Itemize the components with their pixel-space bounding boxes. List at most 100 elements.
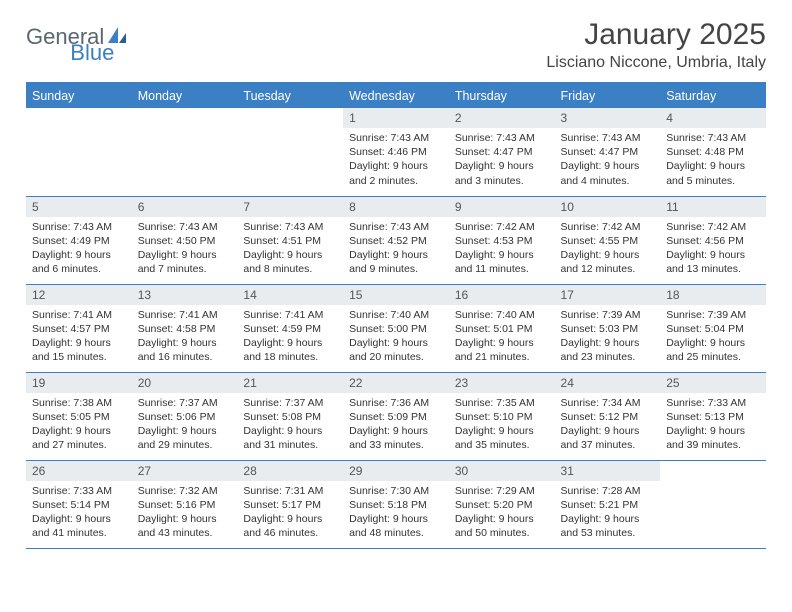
calendar-day-cell: 5Sunrise: 7:43 AMSunset: 4:49 PMDaylight… — [26, 196, 132, 284]
calendar-day-cell: 2Sunrise: 7:43 AMSunset: 4:47 PMDaylight… — [449, 108, 555, 196]
day-number: 23 — [449, 373, 555, 393]
day-number: 28 — [237, 461, 343, 481]
calendar-day-cell — [660, 460, 766, 548]
day-number — [660, 461, 766, 467]
day-data: Sunrise: 7:33 AMSunset: 5:13 PMDaylight:… — [660, 393, 766, 458]
day-number: 7 — [237, 197, 343, 217]
calendar-day-cell: 31Sunrise: 7:28 AMSunset: 5:21 PMDayligh… — [555, 460, 661, 548]
location: Lisciano Niccone, Umbria, Italy — [546, 54, 766, 72]
calendar-day-cell: 9Sunrise: 7:42 AMSunset: 4:53 PMDaylight… — [449, 196, 555, 284]
calendar-week-row: 5Sunrise: 7:43 AMSunset: 4:49 PMDaylight… — [26, 196, 766, 284]
day-number: 18 — [660, 285, 766, 305]
day-data: Sunrise: 7:36 AMSunset: 5:09 PMDaylight:… — [343, 393, 449, 458]
calendar-day-cell: 15Sunrise: 7:40 AMSunset: 5:00 PMDayligh… — [343, 284, 449, 372]
day-data: Sunrise: 7:39 AMSunset: 5:04 PMDaylight:… — [660, 305, 766, 370]
calendar-day-cell — [237, 108, 343, 196]
day-of-week-header: Friday — [555, 83, 661, 108]
calendar-day-cell: 30Sunrise: 7:29 AMSunset: 5:20 PMDayligh… — [449, 460, 555, 548]
day-number: 31 — [555, 461, 661, 481]
day-data: Sunrise: 7:43 AMSunset: 4:46 PMDaylight:… — [343, 128, 449, 193]
day-number: 19 — [26, 373, 132, 393]
calendar-day-cell: 1Sunrise: 7:43 AMSunset: 4:46 PMDaylight… — [343, 108, 449, 196]
day-of-week-header: Saturday — [660, 83, 766, 108]
calendar-day-cell: 11Sunrise: 7:42 AMSunset: 4:56 PMDayligh… — [660, 196, 766, 284]
day-data: Sunrise: 7:29 AMSunset: 5:20 PMDaylight:… — [449, 481, 555, 546]
day-number: 20 — [132, 373, 238, 393]
day-number: 6 — [132, 197, 238, 217]
day-of-week-header: Thursday — [449, 83, 555, 108]
logo: General Blue — [26, 18, 152, 50]
calendar-day-cell: 3Sunrise: 7:43 AMSunset: 4:47 PMDaylight… — [555, 108, 661, 196]
day-number: 30 — [449, 461, 555, 481]
day-number: 11 — [660, 197, 766, 217]
day-data: Sunrise: 7:32 AMSunset: 5:16 PMDaylight:… — [132, 481, 238, 546]
calendar-day-cell: 19Sunrise: 7:38 AMSunset: 5:05 PMDayligh… — [26, 372, 132, 460]
calendar-day-cell: 8Sunrise: 7:43 AMSunset: 4:52 PMDaylight… — [343, 196, 449, 284]
day-data: Sunrise: 7:38 AMSunset: 5:05 PMDaylight:… — [26, 393, 132, 458]
calendar-day-cell: 4Sunrise: 7:43 AMSunset: 4:48 PMDaylight… — [660, 108, 766, 196]
calendar-week-row: 19Sunrise: 7:38 AMSunset: 5:05 PMDayligh… — [26, 372, 766, 460]
day-number: 2 — [449, 108, 555, 128]
day-number: 24 — [555, 373, 661, 393]
header: General Blue January 2025 Lisciano Nicco… — [26, 18, 766, 72]
day-of-week-header: Wednesday — [343, 83, 449, 108]
day-number: 29 — [343, 461, 449, 481]
day-data: Sunrise: 7:41 AMSunset: 4:59 PMDaylight:… — [237, 305, 343, 370]
calendar-day-cell: 10Sunrise: 7:42 AMSunset: 4:55 PMDayligh… — [555, 196, 661, 284]
calendar-day-cell: 29Sunrise: 7:30 AMSunset: 5:18 PMDayligh… — [343, 460, 449, 548]
day-number: 13 — [132, 285, 238, 305]
day-number: 26 — [26, 461, 132, 481]
day-data: Sunrise: 7:43 AMSunset: 4:52 PMDaylight:… — [343, 217, 449, 282]
day-number: 27 — [132, 461, 238, 481]
day-data: Sunrise: 7:43 AMSunset: 4:51 PMDaylight:… — [237, 217, 343, 282]
day-number: 14 — [237, 285, 343, 305]
calendar-day-cell: 27Sunrise: 7:32 AMSunset: 5:16 PMDayligh… — [132, 460, 238, 548]
day-data: Sunrise: 7:43 AMSunset: 4:47 PMDaylight:… — [555, 128, 661, 193]
day-data: Sunrise: 7:43 AMSunset: 4:47 PMDaylight:… — [449, 128, 555, 193]
day-data: Sunrise: 7:28 AMSunset: 5:21 PMDaylight:… — [555, 481, 661, 546]
day-data: Sunrise: 7:41 AMSunset: 4:57 PMDaylight:… — [26, 305, 132, 370]
calendar-week-row: 26Sunrise: 7:33 AMSunset: 5:14 PMDayligh… — [26, 460, 766, 548]
calendar-week-row: 1Sunrise: 7:43 AMSunset: 4:46 PMDaylight… — [26, 108, 766, 196]
calendar-day-cell: 17Sunrise: 7:39 AMSunset: 5:03 PMDayligh… — [555, 284, 661, 372]
day-data: Sunrise: 7:43 AMSunset: 4:49 PMDaylight:… — [26, 217, 132, 282]
calendar-week-row: 12Sunrise: 7:41 AMSunset: 4:57 PMDayligh… — [26, 284, 766, 372]
day-number: 16 — [449, 285, 555, 305]
day-of-week-header: Monday — [132, 83, 238, 108]
calendar-day-cell: 23Sunrise: 7:35 AMSunset: 5:10 PMDayligh… — [449, 372, 555, 460]
day-data: Sunrise: 7:42 AMSunset: 4:53 PMDaylight:… — [449, 217, 555, 282]
day-data: Sunrise: 7:33 AMSunset: 5:14 PMDaylight:… — [26, 481, 132, 546]
day-number: 12 — [26, 285, 132, 305]
month-title: January 2025 — [546, 18, 766, 52]
day-number: 5 — [26, 197, 132, 217]
day-number — [26, 108, 132, 114]
day-data: Sunrise: 7:37 AMSunset: 5:08 PMDaylight:… — [237, 393, 343, 458]
day-data: Sunrise: 7:40 AMSunset: 5:00 PMDaylight:… — [343, 305, 449, 370]
day-number: 3 — [555, 108, 661, 128]
day-number: 8 — [343, 197, 449, 217]
day-data: Sunrise: 7:30 AMSunset: 5:18 PMDaylight:… — [343, 481, 449, 546]
day-data: Sunrise: 7:37 AMSunset: 5:06 PMDaylight:… — [132, 393, 238, 458]
day-data: Sunrise: 7:42 AMSunset: 4:55 PMDaylight:… — [555, 217, 661, 282]
calendar-day-cell: 22Sunrise: 7:36 AMSunset: 5:09 PMDayligh… — [343, 372, 449, 460]
calendar-day-cell: 16Sunrise: 7:40 AMSunset: 5:01 PMDayligh… — [449, 284, 555, 372]
calendar-day-cell: 12Sunrise: 7:41 AMSunset: 4:57 PMDayligh… — [26, 284, 132, 372]
day-data: Sunrise: 7:41 AMSunset: 4:58 PMDaylight:… — [132, 305, 238, 370]
calendar-day-cell — [132, 108, 238, 196]
day-data: Sunrise: 7:42 AMSunset: 4:56 PMDaylight:… — [660, 217, 766, 282]
day-data: Sunrise: 7:35 AMSunset: 5:10 PMDaylight:… — [449, 393, 555, 458]
calendar-day-cell: 7Sunrise: 7:43 AMSunset: 4:51 PMDaylight… — [237, 196, 343, 284]
title-block: January 2025 Lisciano Niccone, Umbria, I… — [546, 18, 766, 72]
calendar-day-cell: 25Sunrise: 7:33 AMSunset: 5:13 PMDayligh… — [660, 372, 766, 460]
calendar-body: 1Sunrise: 7:43 AMSunset: 4:46 PMDaylight… — [26, 108, 766, 548]
calendar-day-cell: 13Sunrise: 7:41 AMSunset: 4:58 PMDayligh… — [132, 284, 238, 372]
day-of-week-header: Sunday — [26, 83, 132, 108]
day-number: 15 — [343, 285, 449, 305]
day-data: Sunrise: 7:31 AMSunset: 5:17 PMDaylight:… — [237, 481, 343, 546]
day-data: Sunrise: 7:40 AMSunset: 5:01 PMDaylight:… — [449, 305, 555, 370]
day-data: Sunrise: 7:39 AMSunset: 5:03 PMDaylight:… — [555, 305, 661, 370]
day-data: Sunrise: 7:43 AMSunset: 4:48 PMDaylight:… — [660, 128, 766, 193]
day-number: 22 — [343, 373, 449, 393]
calendar-table: SundayMondayTuesdayWednesdayThursdayFrid… — [26, 82, 766, 549]
calendar-day-cell: 6Sunrise: 7:43 AMSunset: 4:50 PMDaylight… — [132, 196, 238, 284]
